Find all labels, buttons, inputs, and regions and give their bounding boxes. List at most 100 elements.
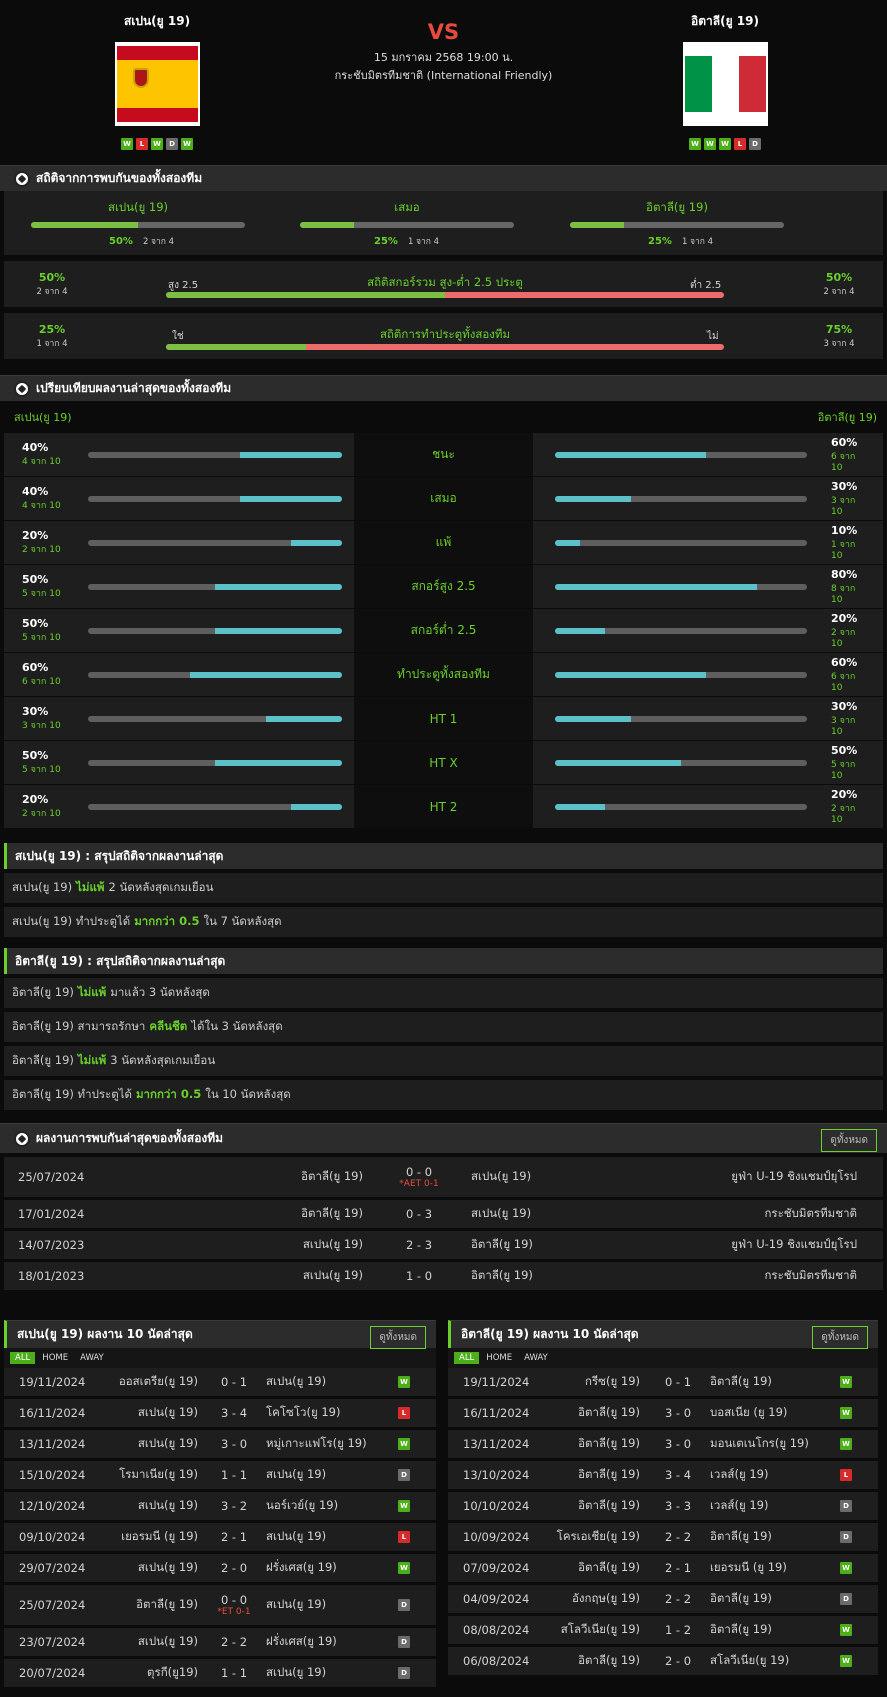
compare-away-side: 50% 5 จาก 10 bbox=[533, 741, 883, 784]
compare-away-count: 2 จาก 10 bbox=[831, 628, 856, 649]
compare-home-count: 3 จาก 10 bbox=[22, 721, 61, 731]
compare-header: เปรียบเทียบผลงานล่าสุดของทั้งสองทีม bbox=[0, 375, 887, 401]
compare-away-pct: 20% 2 จาก 10 bbox=[831, 788, 865, 825]
match-home-team: อิตาลี(ยู 19) bbox=[578, 1653, 640, 1667]
form-badge: W bbox=[181, 138, 193, 150]
compare-home-bar bbox=[88, 715, 342, 722]
compare-home-count: 4 จาก 10 bbox=[22, 457, 61, 467]
recent-match-row[interactable]: 13/11/2024 อิตาลี(ยู 19) 3 - 0 มอนเตเนโกร(ย… bbox=[448, 1430, 878, 1458]
result-badge: W bbox=[398, 1438, 410, 1450]
match-score: 3 - 0 bbox=[664, 1406, 692, 1420]
compare-away-pct-value: 60% bbox=[831, 656, 858, 669]
compare-away-side: 80% 8 จาก 10 bbox=[533, 565, 883, 608]
result-badge: L bbox=[398, 1407, 410, 1419]
recent-match-row[interactable]: 19/11/2024 กรีซ(ยู 19) 0 - 1 อิตาลี(ยู 19) W bbox=[448, 1368, 878, 1396]
compare-row: 40% 4 จาก 10 เสมอ 30% 3 จาก 10 bbox=[4, 477, 883, 521]
compare-row: 20% 2 จาก 10 แพ้ 10% 1 จาก 10 bbox=[4, 521, 883, 565]
match-date: 25/07/2024 bbox=[18, 1170, 85, 1184]
recent-match-row[interactable]: 04/09/2024 อังกฤษ(ยู 19) 2 - 2 อิตาลี(ยู 19… bbox=[448, 1585, 878, 1613]
h2h-col-bar bbox=[570, 222, 784, 228]
compare-home-bar-fill bbox=[240, 451, 342, 458]
recent-match-row[interactable]: 29/07/2024 สเปน(ยู 19) 2 - 0 ฝรั่งเศส(ยู 19… bbox=[4, 1554, 436, 1582]
tab-away[interactable]: AWAY bbox=[80, 1353, 104, 1363]
recent-match-row[interactable]: 07/09/2024 อิตาลี(ยู 19) 2 - 1 เยอรมนี (ยู … bbox=[448, 1554, 878, 1582]
summary-detail: มาแล้ว 3 นัดหลังสุด bbox=[110, 985, 210, 999]
compare-home-side: 50% 5 จาก 10 bbox=[4, 609, 354, 652]
h2h-col: สเปน(ยู 19) 50% 2 จาก 4 bbox=[31, 199, 245, 248]
compare-away-bar bbox=[555, 715, 807, 722]
result-badge: D bbox=[840, 1593, 852, 1605]
match-score-cell: 2 - 0 bbox=[648, 1654, 708, 1668]
h2h-result-row[interactable]: 14/07/2023 สเปน(ยู 19) 2 - 3 อิตาลี(ยู 19) ย… bbox=[4, 1231, 883, 1259]
match-score-cell: 0 - 3 bbox=[379, 1207, 459, 1221]
h2h-view-all-button[interactable]: ดูทั้งหมด bbox=[821, 1129, 877, 1152]
ou-left-pct: 50% bbox=[38, 271, 66, 284]
summary-row: อิตาลี(ยู 19) ทำประตูได้ มากกว่า 0.5 ใน 10… bbox=[4, 1080, 883, 1110]
tab-home[interactable]: HOME bbox=[42, 1353, 69, 1363]
compare-team-labels: สเปน(ยู 19) อิตาลี(ยู 19) bbox=[0, 401, 887, 433]
recent-match-row[interactable]: 19/11/2024 ออสเตรีย(ยู 19) 0 - 1 สเปน(ยู 19… bbox=[4, 1368, 436, 1396]
recent-match-row[interactable]: 20/07/2024 ตุรกี(ยู19) 1 - 1 สเปน(ยู 19) D bbox=[4, 1659, 436, 1687]
match-date: 10/09/2024 bbox=[463, 1530, 530, 1544]
tab-all[interactable]: ALL bbox=[454, 1352, 480, 1364]
recent-away-view-all-button[interactable]: ดูทั้งหมด bbox=[812, 1326, 868, 1349]
compare-home-bar-fill bbox=[240, 495, 342, 502]
recent-match-row[interactable]: 25/07/2024 อิตาลี(ยู 19) 0 - 0 *ET 0-1 สเปน(… bbox=[4, 1585, 436, 1625]
match-competition: กระชับมิตรทีมชาติ bbox=[764, 1206, 857, 1220]
match-datetime: 15 มกราคม 2568 19:00 น. bbox=[373, 51, 514, 64]
recent-match-row[interactable]: 10/10/2024 อิตาลี(ยู 19) 3 - 3 เวลส์(ยู 19)… bbox=[448, 1492, 878, 1520]
compare-home-bar-fill bbox=[189, 671, 342, 678]
recent-match-row[interactable]: 08/08/2024 สโลวีเนีย(ยู 19) 1 - 2 อิตาลี(ยู… bbox=[448, 1616, 878, 1644]
h2h-col-bar bbox=[300, 222, 514, 228]
compare-home-pct: 40% 4 จาก 10 bbox=[22, 485, 82, 512]
h2h-result-row[interactable]: 18/01/2023 สเปน(ยู 19) 1 - 0 อิตาลี(ยู 19) ก… bbox=[4, 1262, 883, 1290]
compare-row: 30% 3 จาก 10 HT 1 30% 3 จาก 10 bbox=[4, 697, 883, 741]
summary-detail: 2 นัดหลังสุดเกมเยือน bbox=[108, 880, 214, 894]
result-badge: W bbox=[840, 1562, 852, 1574]
match-score-cell: 3 - 3 bbox=[648, 1499, 708, 1513]
recent-match-row[interactable]: 12/10/2024 สเปน(ยู 19) 3 - 2 นอร์เวย์(ยู 19… bbox=[4, 1492, 436, 1520]
match-away-team: หมู่เกาะแฟโร(ยู 19) bbox=[266, 1436, 367, 1450]
tab-all[interactable]: ALL bbox=[10, 1352, 36, 1364]
compare-home-pct-value: 20% bbox=[22, 793, 49, 806]
summary-subject: อิตาลี(ยู 19) bbox=[12, 1053, 74, 1067]
compare-home-side: 20% 2 จาก 10 bbox=[4, 521, 354, 564]
tab-away[interactable]: AWAY bbox=[524, 1353, 548, 1363]
result-badge: L bbox=[840, 1469, 852, 1481]
h2h-result-row[interactable]: 17/01/2024 อิตาลี(ยู 19) 0 - 3 สเปน(ยู 19) ก… bbox=[4, 1200, 883, 1228]
recent-match-row[interactable]: 16/11/2024 อิตาลี(ยู 19) 3 - 0 บอสเนีย (ยู … bbox=[448, 1399, 878, 1427]
tab-home[interactable]: HOME bbox=[486, 1353, 513, 1363]
match-home-team: เยอรมนี (ยู 19) bbox=[121, 1529, 198, 1543]
compare-home-bar bbox=[88, 759, 342, 766]
compare-away-side: 60% 6 จาก 10 bbox=[533, 433, 883, 476]
recent-match-row[interactable]: 16/11/2024 สเปน(ยู 19) 3 - 4 โคโซโว(ยู 19) L bbox=[4, 1399, 436, 1427]
recent-match-row[interactable]: 13/11/2024 สเปน(ยู 19) 3 - 0 หมู่เกาะแฟโร(ย… bbox=[4, 1430, 436, 1458]
match-score: 3 - 4 bbox=[664, 1468, 692, 1482]
recent-match-row[interactable]: 09/10/2024 เยอรมนี (ยู 19) 2 - 1 สเปน(ยู 19… bbox=[4, 1523, 436, 1551]
match-home-team: อิตาลี(ยู 19) bbox=[301, 1206, 363, 1220]
recent-match-row[interactable]: 10/09/2024 โครเอเชีย(ยู 19) 2 - 2 อิตาลี(ยู… bbox=[448, 1523, 878, 1551]
compare-away-bar-fill bbox=[555, 803, 606, 810]
summary-subject: สเปน(ยู 19) bbox=[12, 880, 73, 894]
recent-home-rows: 19/11/2024 ออสเตรีย(ยู 19) 0 - 1 สเปน(ยู 19… bbox=[4, 1368, 436, 1687]
recent-match-row[interactable]: 15/10/2024 โรมาเนีย(ยู 19) 1 - 1 สเปน(ยู 19… bbox=[4, 1461, 436, 1489]
compare-home-bar-fill bbox=[265, 715, 342, 722]
match-score-note: *ET 0-1 bbox=[217, 1607, 251, 1617]
match-score: 2 - 2 bbox=[664, 1592, 692, 1606]
match-date: 08/08/2024 bbox=[463, 1623, 530, 1637]
compare-label: สกอร์สูง 2.5 bbox=[354, 565, 533, 608]
match-score-cell: 0 - 1 bbox=[204, 1375, 264, 1389]
recent-away-rows: 19/11/2024 กรีซ(ยู 19) 0 - 1 อิตาลี(ยู 19) W… bbox=[448, 1368, 878, 1675]
recent-home-view-all-button[interactable]: ดูทั้งหมด bbox=[370, 1326, 426, 1349]
recent-match-row[interactable]: 23/07/2024 สเปน(ยู 19) 2 - 2 ฝรั่งเศส(ยู 19… bbox=[4, 1628, 436, 1656]
result-badge: D bbox=[840, 1500, 852, 1512]
h2h-result-row[interactable]: 25/07/2024 อิตาลี(ยู 19) 0 - 0 *AET 0-1 สเปน… bbox=[4, 1157, 883, 1197]
compare-away-pct: 30% 3 จาก 10 bbox=[831, 480, 865, 517]
recent-match-row[interactable]: 13/10/2024 อิตาลี(ยู 19) 3 - 4 เวลส์(ยู 19)… bbox=[448, 1461, 878, 1489]
compare-away-bar-fill bbox=[555, 759, 681, 766]
recent-match-row[interactable]: 06/08/2024 อิตาลี(ยู 19) 2 - 0 สโลวีเนีย(ยู… bbox=[448, 1647, 878, 1675]
compare-home-bar-fill bbox=[291, 803, 342, 810]
form-badge: D bbox=[166, 138, 178, 150]
form-badge: D bbox=[749, 138, 761, 150]
compare-home-bar-fill bbox=[215, 759, 342, 766]
